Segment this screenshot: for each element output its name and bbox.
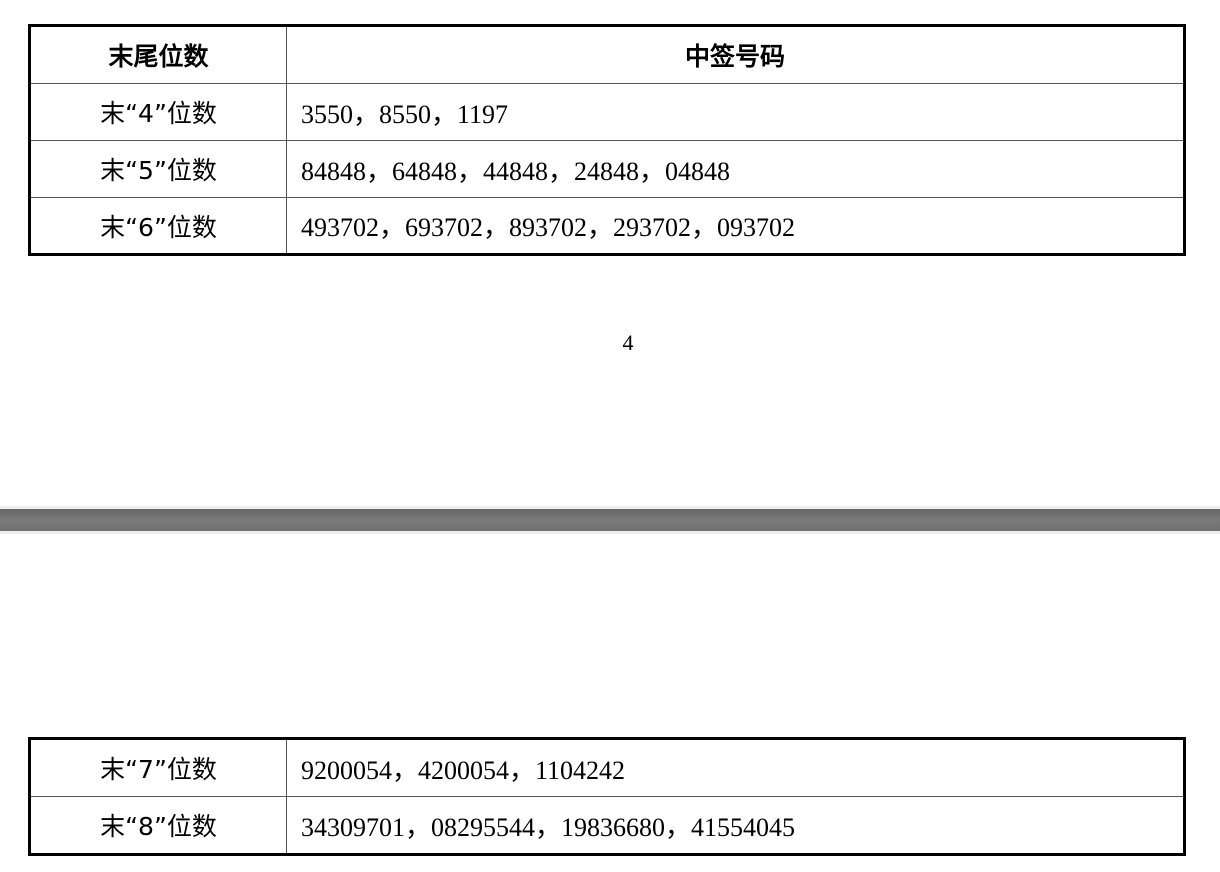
table-row: 末“4”位数 3550，8550，1197 <box>29 83 1185 141</box>
page-separator <box>0 506 1220 534</box>
table-row: 末“6”位数 493702，693702，893702，293702，09370… <box>29 197 1185 255</box>
numbers-cell: 3550，8550，1197 <box>286 83 1185 141</box>
table-row: 末“8”位数 34309701，08295544，19836680，415540… <box>29 796 1185 855</box>
numbers-cell: 493702，693702，893702，293702，093702 <box>286 197 1185 255</box>
header-numbers: 中签号码 <box>286 25 1185 84</box>
header-digits: 末尾位数 <box>29 25 287 84</box>
digits-cell: 末“6”位数 <box>29 197 287 255</box>
digits-cell: 末“7”位数 <box>29 738 287 797</box>
digits-cell: 末“8”位数 <box>29 796 287 855</box>
digits-cell: 末“5”位数 <box>29 140 287 198</box>
numbers-cell: 34309701，08295544，19836680，41554045 <box>286 796 1185 855</box>
table-header-row: 末尾位数 中签号码 <box>29 25 1185 84</box>
winning-numbers-table-continued: 末“7”位数 9200054，4200054，1104242 末“8”位数 34… <box>28 737 1186 856</box>
winning-numbers-table: 末尾位数 中签号码 末“4”位数 3550，8550，1197 末“5”位数 8… <box>28 24 1186 256</box>
table-row: 末“5”位数 84848，64848，44848，24848，04848 <box>29 140 1185 198</box>
numbers-cell: 9200054，4200054，1104242 <box>286 738 1185 797</box>
numbers-cell: 84848，64848，44848，24848，04848 <box>286 140 1185 198</box>
page-number: 4 <box>622 330 634 355</box>
table-row: 末“7”位数 9200054，4200054，1104242 <box>29 738 1185 797</box>
digits-cell: 末“4”位数 <box>29 83 287 141</box>
